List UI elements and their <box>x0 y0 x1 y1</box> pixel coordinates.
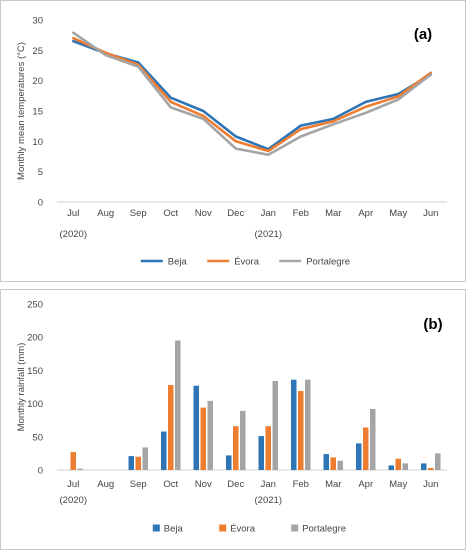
bar <box>395 458 401 470</box>
y-tick-label: 20 <box>32 76 43 87</box>
bar <box>142 447 148 470</box>
x-tick-label: Jan <box>261 479 276 490</box>
rainfall-chart: 0 50 100 150 200 250 Jul Aug Sep Oct Nov Dec Jan Feb M… <box>16 300 447 535</box>
bar <box>370 408 376 470</box>
bar <box>428 468 434 470</box>
bar <box>363 427 369 470</box>
legend-swatch <box>152 524 160 532</box>
x-tick-label: May <box>389 479 407 490</box>
y-axis-label: Monthly mean temperatures (°C) <box>16 42 27 180</box>
year-label: (2020) <box>60 229 87 240</box>
x-tick-label: Oct <box>163 479 178 490</box>
x-tick-label: Jan <box>261 208 276 219</box>
x-tick-label: May <box>389 208 407 219</box>
year-label: (2020) <box>60 495 87 506</box>
y-tick-label: 250 <box>27 300 43 311</box>
bar <box>233 426 239 470</box>
year-label: (2021) <box>255 229 282 240</box>
bar <box>175 340 181 470</box>
bar <box>402 463 408 470</box>
bar <box>207 400 213 470</box>
y-tick-label: 0 <box>38 198 43 209</box>
x-tick-label: Mar <box>325 208 341 219</box>
legend-label: Portalegre <box>302 524 346 535</box>
x-tick-label: Jun <box>423 208 438 219</box>
bar <box>291 379 297 470</box>
y-tick-label: 50 <box>32 432 43 443</box>
temperature-chart: 0 5 10 15 20 25 30 Jul Aug Sep Oct Nov Dec Jan Feb Mar A… <box>16 16 447 268</box>
y-tick-label: 200 <box>27 333 43 344</box>
temperature-chart-panel: 0 5 10 15 20 25 30 Jul Aug Sep Oct Nov Dec Jan Feb Mar A… <box>0 0 466 282</box>
legend-label: Portalegre <box>306 257 350 268</box>
legend-label: Beja <box>164 524 184 535</box>
x-tick-label: Mar <box>325 479 341 490</box>
bar <box>135 456 141 470</box>
x-tick-label: Jul <box>67 208 79 219</box>
y-tick-label: 150 <box>27 366 43 377</box>
y-tick-label: 10 <box>32 137 43 148</box>
bar <box>356 443 362 470</box>
x-tick-label: Feb <box>293 479 309 490</box>
x-tick-label: Aug <box>97 479 114 490</box>
year-label: (2021) <box>255 495 282 506</box>
x-tick-label: Aug <box>97 208 114 219</box>
bar <box>305 379 311 470</box>
x-tick-label: Apr <box>358 208 373 219</box>
bar <box>272 381 278 470</box>
x-tick-label: Apr <box>358 479 373 490</box>
y-tick-label: 25 <box>32 46 43 57</box>
rainfall-chart-panel: 0 50 100 150 200 250 Jul Aug Sep Oct Nov Dec Jan Feb M… <box>0 289 466 550</box>
bar <box>77 468 83 470</box>
y-tick-label: 5 <box>38 167 43 178</box>
y-tick-label: 100 <box>27 399 43 410</box>
panel-label: (b) <box>423 316 442 333</box>
x-tick-label: Oct <box>163 208 178 219</box>
bar <box>161 431 167 470</box>
legend-label: Évora <box>234 257 260 268</box>
x-tick-label: Sep <box>130 479 147 490</box>
bar <box>323 454 329 470</box>
bar <box>421 463 427 470</box>
y-tick-label: 0 <box>38 466 43 477</box>
bar <box>265 426 271 470</box>
bar <box>200 407 206 470</box>
bar <box>70 452 76 470</box>
bar <box>258 436 264 470</box>
legend-swatch <box>219 524 227 532</box>
series-line-évora <box>72 36 433 153</box>
bar <box>193 385 199 470</box>
legend-label: Évora <box>230 524 256 535</box>
bar <box>435 453 441 470</box>
x-tick-label: Dec <box>227 208 244 219</box>
y-axis-label: Monthly rainfall (mm) <box>16 343 27 432</box>
bar <box>168 385 174 470</box>
x-tick-label: Jun <box>423 479 438 490</box>
x-tick-label: Feb <box>293 208 309 219</box>
bar <box>330 457 336 470</box>
panel-label: (a) <box>414 26 432 43</box>
x-tick-label: Nov <box>195 208 212 219</box>
bar <box>226 455 232 470</box>
bar <box>337 460 343 470</box>
legend-swatch <box>291 524 299 532</box>
bar <box>388 465 394 470</box>
legend-label: Beja <box>168 257 188 268</box>
bar <box>298 391 304 470</box>
y-tick-label: 15 <box>32 107 43 118</box>
bar <box>128 456 134 470</box>
series-line-beja <box>72 39 433 151</box>
x-tick-label: Sep <box>130 208 147 219</box>
x-tick-label: Dec <box>227 479 244 490</box>
y-tick-label: 30 <box>32 16 43 27</box>
x-tick-label: Nov <box>195 479 212 490</box>
bar <box>240 410 246 470</box>
series-line-portalegre <box>72 31 433 156</box>
x-tick-label: Jul <box>67 479 79 490</box>
